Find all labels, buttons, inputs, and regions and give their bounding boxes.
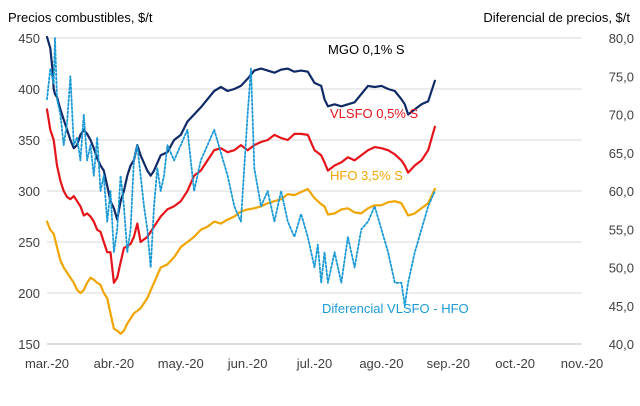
x-tick-label: abr.-20 <box>94 356 134 371</box>
series-label-differential: Diferencial VLSFO - HFO <box>322 301 469 316</box>
series-label-mgo: MGO 0,1% S <box>328 42 405 57</box>
x-tick-label: sep.-20 <box>427 356 470 371</box>
x-tick-label: jul.-20 <box>296 356 332 371</box>
right-tick-label: 55,0 <box>609 222 634 237</box>
x-tick-label: mar.-20 <box>25 356 69 371</box>
left-tick-label: 250 <box>18 235 40 250</box>
left-tick-label: 400 <box>18 82 40 97</box>
x-tick-label: ago.-20 <box>359 356 403 371</box>
gridlines <box>47 37 582 345</box>
series-line-differential <box>46 37 436 307</box>
left-axis-ticks: 150 200 250 300 350 400 450 <box>18 31 40 352</box>
series-line-hfo <box>45 187 436 335</box>
x-tick-label: may.-20 <box>158 356 204 371</box>
left-tick-label: 300 <box>18 184 40 199</box>
left-tick-label: 200 <box>18 286 40 301</box>
right-tick-label: 80,0 <box>609 31 634 46</box>
x-axis-ticks: mar.-20 abr.-20 may.-20 jun.-20 jul.-20 ago.-… <box>25 356 603 371</box>
series-label-vlsfo: VLSFO 0,5% S <box>330 106 418 121</box>
right-tick-label: 60,0 <box>609 184 634 199</box>
right-tick-label: 45,0 <box>609 299 634 314</box>
right-tick-label: 75,0 <box>609 69 634 84</box>
right-tick-label: 70,0 <box>609 108 634 123</box>
left-tick-label: 350 <box>18 133 40 148</box>
right-axis-title: Diferencial de precios, $/t <box>483 10 630 25</box>
left-axis-title: Precios combustibles, $/t <box>8 10 153 25</box>
series-line-vlsfo <box>45 108 436 284</box>
left-tick-label: 150 <box>18 337 40 352</box>
right-tick-label: 50,0 <box>609 261 634 276</box>
x-tick-label: nov.-20 <box>561 356 603 371</box>
series-label-hfo: HFO 3,5% S <box>330 168 403 183</box>
x-tick-label: oct.-20 <box>495 356 535 371</box>
right-tick-label: 65,0 <box>609 146 634 161</box>
right-tick-label: 40,0 <box>609 337 634 352</box>
x-tick-label: jun.-20 <box>227 356 268 371</box>
left-tick-label: 450 <box>18 31 40 46</box>
series-lines <box>45 35 436 335</box>
right-axis-ticks: 40,0 45,0 50,0 55,0 60,0 65,0 70,0 75,0 80,0 <box>609 31 634 352</box>
